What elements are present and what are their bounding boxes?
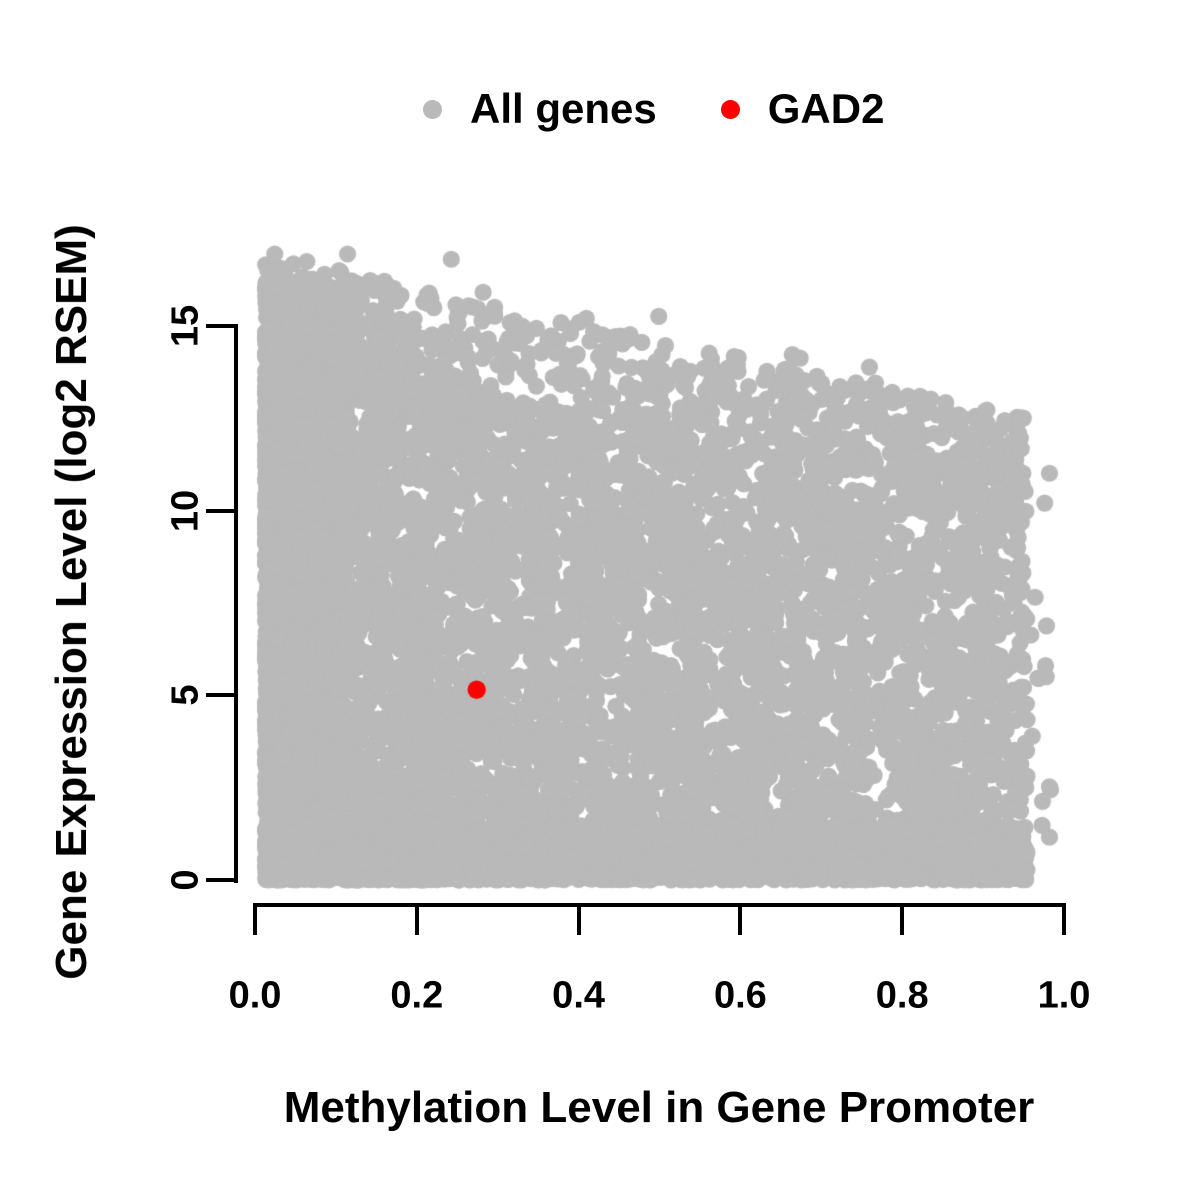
x-tick-label: 0.8	[875, 974, 929, 1017]
x-tick-label: 0.2	[390, 974, 444, 1017]
y-tick-mark	[206, 878, 236, 882]
x-tick-mark	[738, 907, 743, 935]
y-axis-line	[234, 324, 238, 883]
x-tick-label: 0.6	[713, 974, 767, 1017]
gad2-marker-icon	[720, 99, 740, 119]
x-tick-mark	[414, 907, 419, 935]
y-tick-mark	[206, 324, 236, 328]
x-tick-mark	[253, 907, 257, 935]
x-tick-label: 1.0	[1037, 974, 1091, 1017]
y-axis-title: Gene Expression Level (log2 RSEM)	[47, 224, 96, 980]
legend: All genes GAD2	[423, 88, 884, 130]
x-axis-line	[253, 903, 1066, 907]
x-tick-mark	[1062, 907, 1066, 935]
legend-entry-gad2: GAD2	[720, 85, 885, 132]
x-tick-mark	[900, 907, 905, 935]
x-tick-label: 0.0	[228, 974, 282, 1017]
x-axis-title: Methylation Level in Gene Promoter	[283, 1083, 1035, 1132]
y-tick-label: 10	[164, 489, 207, 532]
y-tick-label: 15	[164, 304, 207, 348]
y-tick-label: 5	[164, 684, 207, 706]
y-tick-mark	[206, 508, 236, 513]
y-tick-label: 0	[164, 869, 207, 891]
all-genes-marker-icon	[423, 99, 442, 119]
x-tick-mark	[576, 907, 581, 935]
legend-entry-all-genes: All genes	[423, 88, 657, 130]
x-tick-label: 0.4	[552, 974, 606, 1017]
legend-label-all-genes: All genes	[470, 85, 657, 132]
legend-label-gad2: GAD2	[767, 85, 885, 132]
y-tick-mark	[206, 693, 236, 698]
